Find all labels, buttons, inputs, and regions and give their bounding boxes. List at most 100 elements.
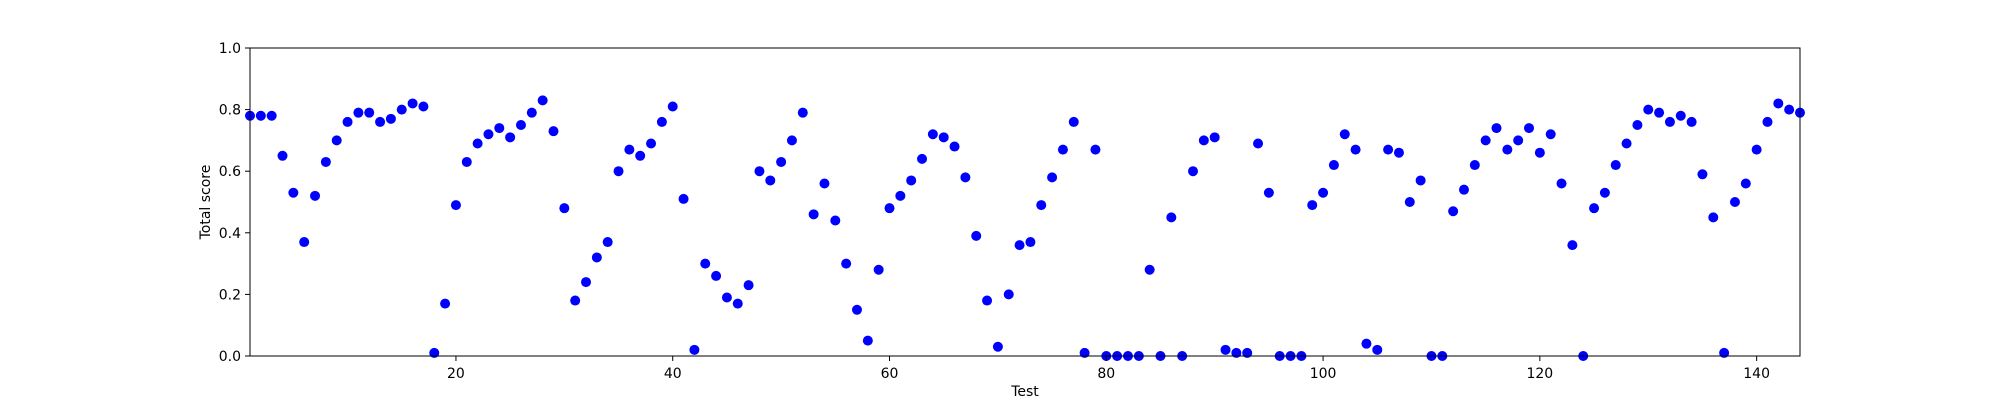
data-point	[1534, 147, 1545, 158]
data-point	[1654, 107, 1665, 118]
data-point	[851, 304, 862, 315]
data-point	[353, 107, 364, 118]
data-point	[440, 298, 451, 309]
data-point	[613, 166, 624, 177]
x-axis-label: Test	[1010, 384, 1039, 400]
data-point	[1415, 175, 1426, 186]
data-point	[429, 347, 440, 358]
data-point	[1144, 264, 1155, 275]
data-point	[1166, 212, 1177, 223]
data-point	[396, 104, 407, 115]
data-point	[776, 156, 787, 167]
data-point	[797, 107, 808, 118]
data-point	[450, 200, 461, 211]
data-point	[1697, 169, 1708, 180]
data-point	[1025, 237, 1036, 248]
data-point	[1686, 116, 1697, 127]
data-point	[288, 187, 299, 198]
data-point	[1545, 129, 1556, 140]
data-point	[1079, 347, 1090, 358]
data-point	[949, 141, 960, 152]
data-point	[711, 270, 722, 281]
data-point	[537, 95, 548, 106]
data-point	[602, 237, 613, 248]
data-point	[927, 129, 938, 140]
data-point	[873, 264, 884, 275]
data-point	[819, 178, 830, 189]
data-point	[461, 156, 472, 167]
data-point	[884, 203, 895, 214]
data-point	[1589, 203, 1600, 214]
data-point	[1773, 98, 1784, 109]
plot-area	[245, 95, 1805, 361]
data-point	[1524, 123, 1535, 134]
data-point	[1513, 135, 1524, 146]
data-point	[1664, 116, 1675, 127]
y-tick-label: 0.0	[219, 349, 241, 365]
data-point	[1318, 187, 1329, 198]
data-point	[1502, 144, 1513, 155]
data-point	[515, 120, 526, 130]
x-tick-label: 120	[1526, 366, 1553, 382]
data-point	[505, 132, 516, 143]
data-point	[1361, 338, 1372, 349]
data-point	[1729, 197, 1740, 207]
data-point	[1469, 160, 1480, 171]
data-point	[1253, 138, 1264, 149]
y-tick-label: 0.2	[219, 287, 241, 303]
data-point	[646, 138, 657, 149]
data-point	[743, 280, 754, 291]
data-point	[721, 292, 732, 303]
data-point	[700, 258, 711, 269]
data-point	[1047, 172, 1058, 183]
data-point	[1393, 147, 1404, 158]
data-point	[1231, 347, 1242, 358]
data-point	[624, 144, 635, 155]
data-point	[830, 215, 841, 226]
data-point	[786, 135, 797, 146]
data-point	[1383, 144, 1394, 155]
data-point	[754, 166, 765, 177]
data-point	[971, 230, 982, 241]
data-point	[732, 298, 743, 309]
data-point	[331, 135, 342, 146]
x-tick-label: 60	[881, 366, 899, 382]
data-point	[472, 138, 483, 149]
data-point	[1263, 187, 1274, 198]
data-point	[364, 107, 375, 118]
data-point	[1751, 144, 1762, 155]
data-point	[1372, 344, 1383, 355]
data-point	[570, 295, 581, 306]
data-point	[678, 193, 689, 204]
data-point	[483, 129, 494, 140]
data-point	[1404, 197, 1415, 207]
data-point	[1068, 116, 1079, 127]
data-point	[1209, 132, 1220, 143]
data-point	[407, 98, 418, 109]
x-tick-label: 140	[1743, 366, 1770, 382]
data-point	[1188, 166, 1199, 177]
data-point	[548, 126, 559, 137]
data-point	[1762, 116, 1773, 127]
x-tick-label: 80	[1097, 366, 1115, 382]
data-point	[581, 277, 592, 288]
x-tick-label: 20	[447, 366, 465, 382]
data-point	[765, 175, 776, 186]
data-point	[1567, 240, 1578, 251]
data-point	[342, 116, 353, 127]
x-tick-label: 100	[1310, 366, 1337, 382]
data-point	[992, 341, 1003, 352]
data-point	[1643, 104, 1654, 115]
data-point	[418, 101, 429, 112]
data-point	[320, 156, 331, 167]
data-point	[310, 190, 321, 201]
data-point	[635, 150, 646, 161]
data-point	[656, 116, 667, 127]
data-point	[1740, 178, 1751, 189]
data-point	[1014, 240, 1025, 251]
data-point	[1036, 200, 1047, 211]
y-axis-label: Total score	[198, 165, 214, 241]
y-tick-label: 0.6	[219, 164, 241, 180]
x-axis: 20 40 60 80 100 120 140	[447, 356, 1770, 382]
